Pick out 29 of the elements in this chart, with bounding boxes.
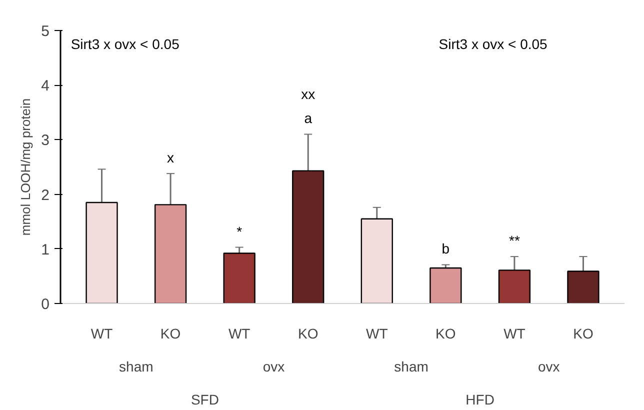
y-tick-label: 4	[41, 78, 50, 95]
annotation: Sirt3 x ovx < 0.05	[438, 36, 548, 52]
y-tick-label: 5	[41, 23, 50, 40]
annotation: x	[167, 150, 174, 166]
x-tick-label: KO	[436, 326, 456, 342]
y-tick-label: 2	[41, 186, 50, 204]
y-tick-label: 3	[41, 132, 50, 150]
x-tick-label: WT	[90, 326, 114, 342]
x-tick-label: WT	[504, 326, 526, 342]
text: ovx	[538, 358, 560, 374]
x-tick-label: WT	[228, 326, 251, 342]
x-tick-label: KO	[298, 326, 318, 342]
x-tick-label: KO	[573, 326, 594, 342]
y-axis-title: mmol LOOH/mg protein	[18, 98, 34, 236]
text: HFD	[466, 392, 494, 408]
text: sham	[394, 358, 428, 374]
y-tick-label: 0	[41, 296, 50, 313]
annotation: xx	[301, 86, 316, 102]
annotation: *	[236, 223, 243, 240]
annotation: b	[442, 240, 450, 257]
annotation: a	[304, 110, 312, 126]
y-tick-label: 1	[41, 241, 50, 258]
text: ovx	[262, 358, 285, 374]
x-tick-label: WT	[366, 326, 388, 342]
text: SFD	[190, 392, 219, 408]
annotation: **	[509, 232, 520, 249]
annotation: Sirt3 x ovx < 0.05	[70, 36, 180, 52]
x-tick-label: KO	[160, 326, 181, 342]
text: sham	[119, 358, 154, 374]
